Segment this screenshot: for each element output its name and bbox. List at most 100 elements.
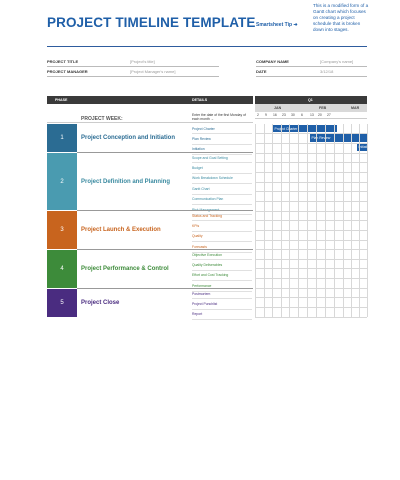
- phase-name: Project Conception and Initiation: [81, 135, 176, 141]
- grid-column-line: [367, 124, 368, 317]
- detail-item[interactable]: Report: [192, 310, 252, 321]
- project-week-label: PROJECT WEEK:: [81, 116, 123, 122]
- grid-column-line: [325, 124, 326, 317]
- day-label: 23: [282, 113, 286, 117]
- detail-item[interactable]: Forecasts: [192, 242, 252, 253]
- gantt-bar[interactable]: Initiation: [357, 143, 372, 152]
- project-title-value[interactable]: [Project's title]: [130, 59, 155, 64]
- detail-item[interactable]: Quality Deliverables: [192, 260, 252, 271]
- detail-item[interactable]: KPIs: [192, 221, 252, 232]
- date-value[interactable]: 3/12/18: [320, 69, 334, 74]
- detail-item[interactable]: Communication Plan: [192, 195, 252, 205]
- calendar-header: Q1 JAN FEB MAR 2 9 16 23 30 6 13 20 27: [255, 96, 367, 119]
- grid-row-line: [255, 134, 367, 145]
- gantt-grid: Project Charter Plan Review Initiation: [255, 124, 372, 318]
- grid-row-line: [255, 182, 367, 193]
- grid-row-line: [255, 192, 367, 202]
- grid-row-line: [255, 249, 367, 260]
- grid-row-line: [255, 221, 367, 231]
- phase-details: Project Charter Plan Review Initiation: [192, 124, 252, 156]
- detail-item[interactable]: Objective Execution: [192, 250, 252, 261]
- grid-row-line: [255, 278, 367, 289]
- detail-item[interactable]: Performance: [192, 281, 252, 292]
- grid-column-line: [280, 124, 282, 317]
- grid-column-line: [298, 124, 299, 317]
- grid-column-line: [263, 124, 265, 317]
- grid-column-line: [255, 124, 256, 317]
- week-header-row: [47, 104, 253, 123]
- grid-row-line: [255, 143, 367, 154]
- detail-item[interactable]: Plan Review: [192, 134, 252, 145]
- phase-divider: [77, 249, 253, 250]
- phase-row-4: 4 Project Performance & Control Objectiv…: [47, 250, 253, 292]
- grid-row-line: [255, 240, 367, 251]
- gantt-bar[interactable]: Project Charter: [273, 125, 337, 133]
- day-label: 6: [301, 113, 303, 117]
- grid-row-line: [255, 172, 367, 183]
- phase-details: Status and Tracking KPIs Quality Forecas…: [192, 211, 252, 253]
- phase-row-2: 2 Project Definition and Planning Scope …: [47, 153, 253, 216]
- day-label: 20: [318, 113, 322, 117]
- grid-row-line: [255, 288, 367, 299]
- day-label: 9: [265, 113, 267, 117]
- phase-header: PHASE: [55, 98, 68, 102]
- date-underline: [256, 76, 367, 77]
- month-label: JAN: [274, 106, 282, 110]
- week-note: Enter the date of the first Monday of ea…: [192, 113, 246, 121]
- phase-number: 4: [47, 250, 77, 288]
- details-header: DETAILS: [192, 98, 208, 102]
- grid-column-line: [307, 124, 308, 317]
- smartsheet-tip-text: This is a modified form of a Gantt chart…: [313, 3, 369, 32]
- month-label: FEB: [319, 106, 327, 110]
- detail-item[interactable]: Work Breakdown Schedule: [192, 174, 252, 185]
- grid-row-line: [255, 269, 367, 280]
- detail-item[interactable]: Scope and Goal Setting: [192, 153, 252, 164]
- detail-item[interactable]: Quality: [192, 232, 252, 243]
- phase-details: Objective Execution Quality Deliverables…: [192, 250, 252, 292]
- grid-row-line: [255, 298, 367, 309]
- project-manager-label: PROJECT MANAGER: [47, 69, 88, 74]
- grid-column-line: [351, 124, 352, 317]
- phase-name: Project Performance & Control: [81, 266, 169, 272]
- date-label: DATE: [256, 69, 267, 74]
- grid-column-line: [334, 124, 335, 317]
- day-label: 13: [310, 113, 314, 117]
- detail-item[interactable]: Project Charter: [192, 124, 252, 135]
- phase-divider: [77, 210, 253, 211]
- phase-number: 1: [47, 124, 77, 152]
- grid-row-line: [255, 230, 367, 241]
- detail-item[interactable]: Budget: [192, 163, 252, 174]
- phase-number: 5: [47, 289, 77, 317]
- gantt-bar[interactable]: Plan Review: [310, 134, 367, 142]
- detail-item[interactable]: Gantt Chart: [192, 184, 252, 195]
- quarter-label: Q1: [308, 98, 313, 102]
- project-manager-value[interactable]: [Project Manager's name]: [130, 69, 176, 74]
- project-manager-underline: [47, 76, 219, 77]
- detail-item[interactable]: Initiation: [192, 145, 252, 156]
- phase-name: Project Close: [81, 300, 120, 306]
- day-label: 16: [273, 113, 277, 117]
- table-header: PHASE DETAILS: [47, 96, 253, 104]
- company-name-label: COMPANY NAME: [256, 59, 289, 64]
- title-divider: [47, 46, 367, 47]
- detail-item[interactable]: Postmortem: [192, 289, 252, 300]
- grid-column-line: [359, 124, 360, 317]
- phase-details: Postmortem Project Punchlist Report: [192, 289, 252, 321]
- grid-column-line: [316, 124, 317, 317]
- smartsheet-tip-label[interactable]: Smartsheet Tip ➜: [256, 22, 298, 28]
- day-label: 27: [327, 113, 331, 117]
- day-label: 30: [291, 113, 295, 117]
- phase-row-5: 5 Project Close Postmortem Project Punch…: [47, 289, 253, 321]
- phase-divider: [77, 152, 253, 153]
- detail-item[interactable]: Effort and Cost Tracking: [192, 271, 252, 282]
- detail-item[interactable]: Risk Management: [192, 205, 252, 216]
- phase-number: 3: [47, 211, 77, 249]
- phase-name: Project Definition and Planning: [81, 178, 171, 185]
- detail-item[interactable]: Status and Tracking: [192, 211, 252, 222]
- month-label: MAR: [351, 106, 360, 110]
- detail-item[interactable]: Project Punchlist: [192, 299, 252, 310]
- page-title: PROJECT TIMELINE TEMPLATE: [47, 15, 256, 30]
- grid-row-line: [255, 259, 367, 270]
- grid-row-line: [255, 201, 367, 212]
- company-name-value[interactable]: [Company's name]: [320, 59, 354, 64]
